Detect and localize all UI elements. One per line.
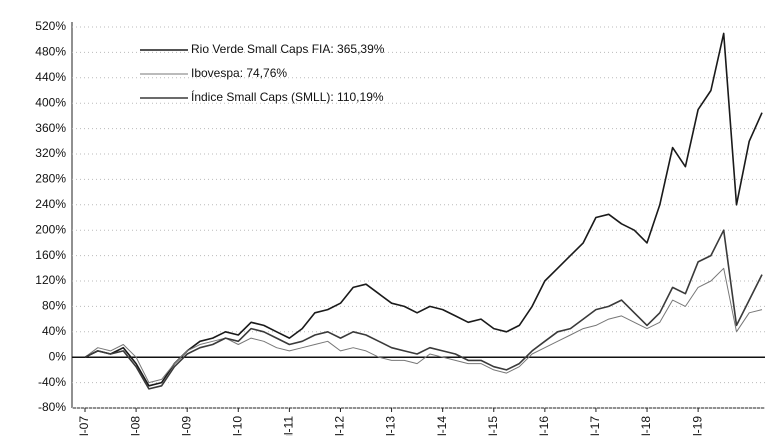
y-tick-label: 0% (49, 349, 67, 363)
y-tick-label: 200% (35, 222, 66, 236)
y-tick-label: 320% (35, 146, 66, 160)
legend-label: Índice Small Caps (SMLL): 110,19% (191, 89, 384, 104)
x-tick-label: jul-11 (282, 416, 296, 436)
legend-label: Rio Verde Small Caps FIA: 365,39% (191, 42, 385, 56)
x-tick-label: jul-07 (77, 416, 91, 436)
y-tick-label: -80% (38, 400, 66, 414)
y-tick-label: 440% (35, 70, 66, 84)
x-tick-label: jul-08 (128, 416, 142, 436)
x-tick-label: jul-18 (639, 416, 653, 436)
x-tick-label: jul-19 (690, 416, 704, 436)
y-tick-label: 400% (35, 95, 66, 109)
y-tick-label: 120% (35, 273, 66, 287)
x-tick-label: jul-14 (435, 416, 449, 436)
y-tick-label: 240% (35, 197, 66, 211)
series-line (84, 267, 763, 384)
legend-label: Ibovespa: 74,76% (191, 66, 287, 80)
series-line (84, 32, 763, 387)
x-tick-label: jul-12 (333, 416, 347, 436)
y-tick-label: 40% (42, 324, 66, 338)
y-tick-label: 360% (35, 121, 66, 135)
x-tick-label: jul-13 (384, 416, 398, 436)
x-tick-label: jul-09 (179, 416, 193, 436)
series-line (84, 229, 763, 390)
x-tick-label: jul-16 (537, 416, 551, 436)
y-tick-label: -40% (38, 375, 66, 389)
y-tick-label: 160% (35, 248, 66, 262)
x-tick-label: jul-10 (230, 416, 244, 436)
y-tick-label: 80% (42, 299, 66, 313)
y-tick-label: 520% (35, 19, 66, 33)
x-tick-label: jul-17 (588, 416, 602, 436)
y-tick-label: 280% (35, 172, 66, 186)
x-tick-label: jul-15 (486, 416, 500, 436)
y-tick-label: 480% (35, 45, 66, 59)
